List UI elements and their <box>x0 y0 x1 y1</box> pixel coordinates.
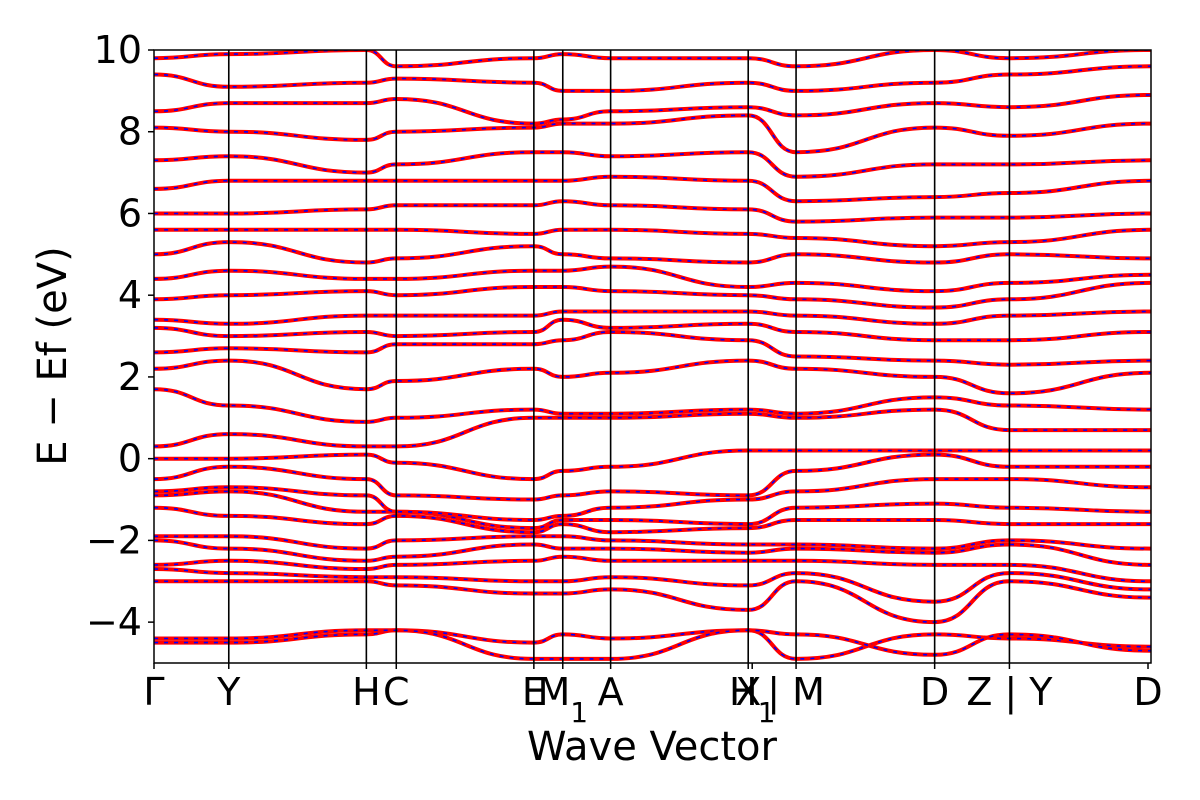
band-25-red <box>154 113 1151 155</box>
band-7-blue <box>154 506 1151 534</box>
band-3-blue <box>154 568 1151 603</box>
band-13-blue <box>154 388 1151 423</box>
band-lines <box>154 50 1151 661</box>
x-tick-label: A <box>598 670 624 714</box>
x-axis-title: Wave Vector <box>527 724 778 770</box>
x-tick-label: X <box>735 670 761 714</box>
band-27-blue <box>154 65 1151 92</box>
band-17-blue <box>154 310 1151 325</box>
band-19-red <box>154 264 1151 294</box>
x-tick-label: E <box>522 670 546 714</box>
band-9-blue <box>154 478 1151 521</box>
x-tick-label: D <box>920 670 949 714</box>
band-11-blue <box>154 449 1151 480</box>
band-17-red <box>154 309 1151 326</box>
y-axis-title: E − Ef (eV) <box>30 246 76 465</box>
band-18-red <box>154 280 1151 310</box>
band-10-blue <box>154 453 1151 501</box>
y-tick-label: 10 <box>94 28 142 72</box>
band-22-blue <box>154 200 1151 223</box>
x-tick-label: D <box>1133 670 1162 714</box>
band-28-red <box>154 50 1151 69</box>
band-15-blue <box>154 331 1151 366</box>
band-0-blue <box>154 629 1151 660</box>
band-24-red <box>154 150 1151 179</box>
band-5-blue <box>154 539 1151 566</box>
band-1-blue <box>154 629 1151 660</box>
band-16-red <box>154 317 1151 343</box>
band-9-red <box>154 477 1151 523</box>
band-19-blue <box>154 265 1151 292</box>
band-20-blue <box>154 241 1151 264</box>
y-tick-label: 8 <box>118 110 142 154</box>
band-15-red <box>154 329 1151 367</box>
plot-frame <box>153 49 1152 664</box>
y-tick-label: 2 <box>118 355 142 399</box>
band-23-blue <box>154 175 1151 203</box>
band-26-blue <box>154 94 1151 125</box>
x-tick-label: C <box>383 670 410 714</box>
y-tick-label: −4 <box>86 600 142 644</box>
y-axis: −4 −2 0 2 4 6 8 10 <box>86 28 154 644</box>
y-tick-label: 6 <box>118 191 142 235</box>
band-27-red <box>154 64 1151 93</box>
band-2-red <box>154 579 1151 625</box>
band-4-red <box>154 554 1151 584</box>
band-6-red <box>154 534 1151 551</box>
x-tick-label: Y <box>216 670 241 714</box>
band-14-blue <box>154 359 1151 395</box>
band-26-red <box>154 93 1151 126</box>
band-16-blue <box>154 318 1151 342</box>
y-tick-label: 0 <box>118 437 142 481</box>
x-tick-label: Γ <box>143 670 164 714</box>
band-8-blue <box>154 490 1151 529</box>
band-18-blue <box>154 282 1151 309</box>
x-tick-label: Z | Y <box>966 670 1053 715</box>
y-tick-label: 4 <box>118 273 142 317</box>
band-20-red <box>154 240 1151 265</box>
y-tick-label: −2 <box>86 518 142 562</box>
band-6-blue <box>154 535 1151 550</box>
band-2-blue <box>154 580 1151 623</box>
band-22-red <box>154 199 1151 224</box>
x-tick-label: | M <box>767 670 825 715</box>
band-12-red <box>154 407 1151 449</box>
x-tick-label: M1 <box>537 670 588 729</box>
band-21-red <box>154 227 1151 249</box>
high-symmetry-lines <box>227 50 1011 663</box>
x-tick-label: H <box>352 670 381 714</box>
